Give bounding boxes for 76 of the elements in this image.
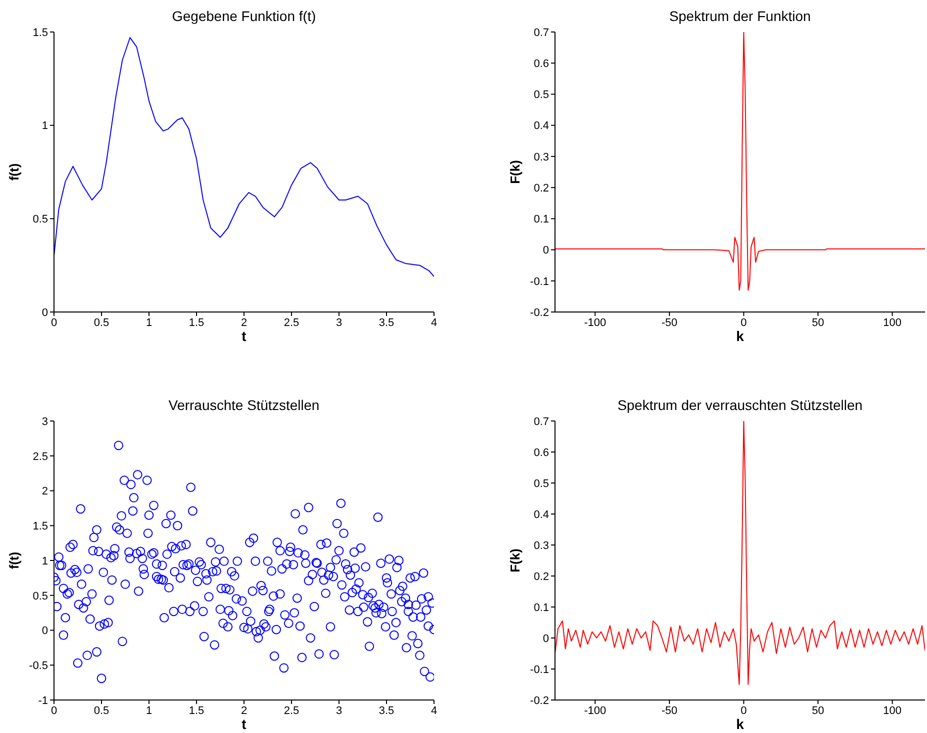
y-tick-label: 0.6: [534, 446, 549, 459]
x-axis-title: t: [242, 328, 247, 344]
y-tick-label: 1.5: [32, 26, 48, 39]
x-tick-label: 3: [336, 316, 342, 329]
x-tick-label: 100: [883, 704, 902, 717]
chart-title: Gegebene Funktion f(t): [171, 8, 317, 24]
x-tick-label: 2.5: [284, 704, 300, 717]
chart-title: Spektrum der Funktion: [668, 8, 812, 24]
y-tick-label: 0.5: [32, 590, 48, 602]
y-tick-label: 0.1: [534, 602, 549, 614]
y-tick-label: -0.2: [530, 694, 549, 707]
x-axis-title: k: [736, 328, 744, 344]
y-tick-label: 3: [42, 416, 48, 428]
y-tick-label: -1: [38, 694, 48, 707]
y-tick-label: 0.4: [534, 120, 549, 132]
x-tick-label: -50: [661, 704, 678, 717]
y-tick-label: 1.5: [32, 520, 48, 533]
x-tick-label: 1: [146, 704, 152, 717]
x-tick-label: 50: [812, 316, 824, 329]
x-tick-label: -100: [584, 704, 606, 717]
y-tick-label: 0.7: [534, 416, 549, 428]
y-tick-label: 0.5: [534, 89, 549, 102]
y-axis-title: F(k): [508, 548, 523, 572]
y-tick-label: 1: [42, 555, 48, 568]
y-tick-label: 0.7: [534, 26, 549, 39]
x-tick-label: 4: [430, 704, 438, 717]
x-tick-label: 0: [50, 316, 58, 329]
y-tick-label: 0.3: [534, 540, 549, 552]
y-tick-label: 0: [542, 244, 549, 257]
x-tick-label: 50: [812, 704, 824, 717]
x-tick-label: 4: [430, 316, 438, 329]
y-tick-label: 0.2: [534, 570, 549, 583]
y-tick-label: -0.2: [530, 306, 549, 319]
x-tick-label: 0: [740, 704, 747, 717]
y-tick-label: 0: [42, 306, 48, 319]
chart-title: Verrauschte Stützstellen: [168, 397, 320, 413]
y-tick-label: -0.1: [530, 276, 549, 288]
y-tick-label: 0.4: [534, 508, 549, 521]
x-axis-title: t: [242, 716, 247, 732]
chart-title: Spektrum der verrauschten Stützstellen: [616, 397, 864, 413]
x-tick-label: 0: [50, 704, 58, 717]
y-axis-title: f(t): [6, 552, 22, 570]
y-tick-label: 1: [42, 120, 48, 132]
y-tick-label: 2: [42, 486, 48, 498]
y-tick-label: -0.5: [29, 660, 48, 672]
x-tick-label: 0.5: [94, 316, 110, 329]
x-tick-label: 2.5: [284, 316, 300, 329]
y-tick-label: 0.5: [32, 214, 48, 226]
line-series: [54, 37, 434, 278]
x-tick-label: 1.5: [188, 704, 204, 717]
x-tick-label: 3: [336, 704, 342, 717]
y-tick-label: 0: [542, 632, 549, 645]
x-tick-label: 100: [883, 316, 902, 329]
y-axis-title: F(k): [508, 160, 523, 184]
y-tick-label: 0.5: [534, 478, 549, 490]
y-tick-label: 0.1: [534, 214, 549, 226]
y-tick-label: 0.3: [534, 151, 549, 164]
x-tick-label: 2: [240, 316, 248, 329]
y-tick-label: -0.1: [530, 664, 549, 676]
x-tick-label: 2: [240, 704, 248, 717]
x-tick-label: -100: [584, 316, 606, 329]
line-series: [555, 32, 925, 291]
x-axis-title: k: [736, 716, 744, 732]
x-tick-label: 0.5: [94, 704, 110, 717]
x-tick-label: -50: [661, 316, 678, 329]
x-tick-label: 0: [740, 316, 747, 329]
x-tick-label: 3.5: [378, 316, 394, 329]
x-tick-label: 3.5: [378, 704, 394, 717]
x-tick-label: 1: [146, 316, 152, 329]
x-tick-label: 1.5: [188, 316, 204, 329]
line-series: [555, 421, 925, 685]
y-tick-label: 0.6: [534, 58, 549, 70]
y-axis-title: f(t): [6, 163, 22, 181]
y-tick-label: 2.5: [32, 450, 48, 463]
y-tick-label: 0.2: [534, 182, 549, 194]
y-tick-label: 0: [42, 625, 48, 638]
